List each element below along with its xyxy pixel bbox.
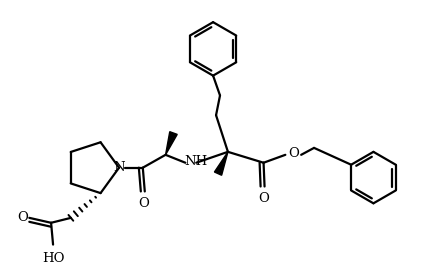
Text: O: O [138,197,149,210]
Text: O: O [17,211,28,224]
Text: O: O [258,192,269,206]
Text: N: N [113,161,125,174]
Text: HO: HO [42,252,65,264]
Text: NH: NH [185,155,208,168]
Polygon shape [214,152,228,175]
Text: O: O [288,147,299,160]
Polygon shape [166,132,177,155]
